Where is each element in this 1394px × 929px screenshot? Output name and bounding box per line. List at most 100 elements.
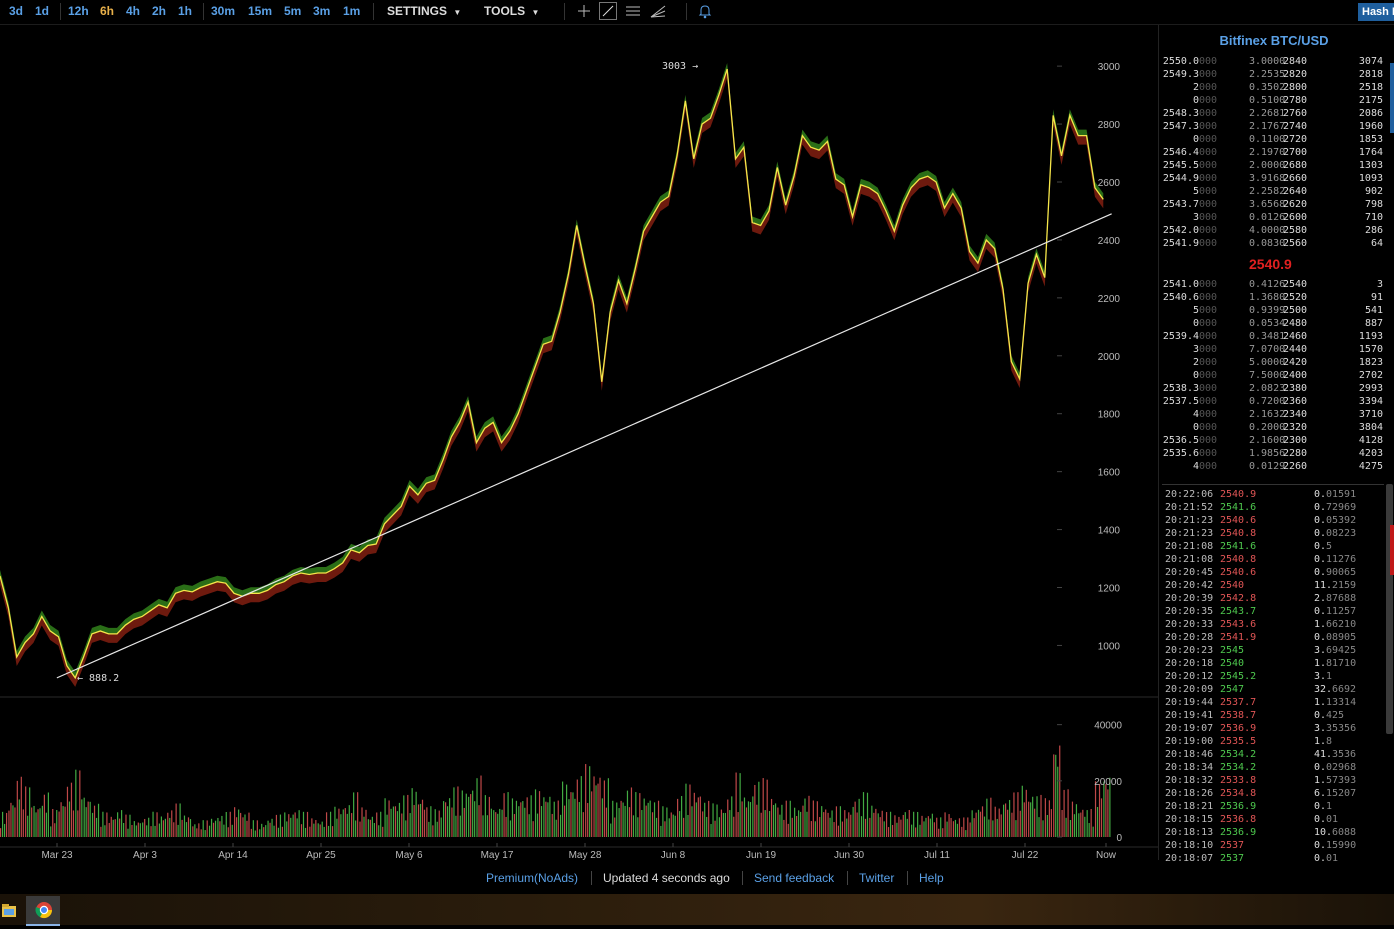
timeframe-1h[interactable]: 1h xyxy=(178,4,193,18)
volume-bar xyxy=(279,814,282,837)
trendline xyxy=(56,213,1112,679)
timeframe-1d[interactable]: 1d xyxy=(35,4,50,18)
volume-bar xyxy=(612,800,614,837)
timeframe-6h[interactable]: 6h xyxy=(100,4,115,18)
tools-menu[interactable]: TOOLS ▼ xyxy=(484,4,539,18)
trade-amount-int: 0. xyxy=(1314,554,1327,565)
volume-bar xyxy=(348,805,350,837)
trendline-group[interactable] xyxy=(56,213,1112,679)
orderbook-level-price: 2740 xyxy=(1283,121,1308,132)
trade-time: 20:19:07 xyxy=(1165,723,1214,734)
volume-bar xyxy=(925,817,927,837)
timeframe-15m[interactable]: 15m xyxy=(248,4,273,18)
footer-divider xyxy=(847,871,848,885)
trade-amount-frac: 66210 xyxy=(1326,619,1357,630)
volume-bar xyxy=(702,811,704,837)
trade-amount-int: 41. xyxy=(1314,749,1333,760)
trade-amount-int: 1. xyxy=(1314,736,1327,747)
orderbook-price: 0 xyxy=(1192,422,1199,433)
timeframe-5m[interactable]: 5m xyxy=(284,4,302,18)
orderbook-level-price: 2780 xyxy=(1283,95,1308,106)
volume-bar xyxy=(624,805,626,837)
price-chart[interactable]: 1000 1200 1400 1600 1800 2000 2200 2400 2600 2800… xyxy=(0,25,1158,861)
volume-bar xyxy=(998,808,1000,837)
hash-rate-button[interactable]: Hash R xyxy=(1358,3,1394,21)
volume-bar xyxy=(614,817,616,837)
orderbook-row: 0 000 0.5100 2780 2175 xyxy=(1159,95,1389,108)
orderbook-cumulative: 2702 xyxy=(1358,370,1383,381)
volume-bar xyxy=(808,795,810,837)
orderbook-row: 2545.5 000 2.0000 2680 1303 xyxy=(1159,160,1389,173)
orderbook-row: 0 000 7.5000 2400 2702 xyxy=(1159,370,1389,383)
volume-bar xyxy=(154,825,156,837)
volume-bar xyxy=(413,805,415,837)
volume-bar xyxy=(1053,754,1055,837)
orderbook-level-price: 2600 xyxy=(1283,212,1308,223)
volume-bar xyxy=(221,815,223,837)
trade-price: 2538.7 xyxy=(1220,710,1257,721)
volume-bar xyxy=(547,802,549,837)
volume-bar xyxy=(353,792,355,837)
volume-bar xyxy=(1008,799,1011,837)
volume-bar xyxy=(380,811,382,837)
orderbook-row: 2544.9 000 3.9168 2660 1093 xyxy=(1159,173,1389,186)
timeframe-12h[interactable]: 12h xyxy=(68,4,89,18)
volume-bar xyxy=(607,778,609,837)
price-tick-label: 1400 xyxy=(1098,526,1121,537)
time-tick-label: Apr 25 xyxy=(306,850,336,861)
orderbook-price-decimals: 000 xyxy=(1199,69,1218,80)
fan-icon[interactable] xyxy=(649,2,667,20)
orderbook-cumulative: 2818 xyxy=(1358,69,1383,80)
orderbook-row: 2537.5 000 0.7200 2360 3394 xyxy=(1159,396,1389,409)
help-link[interactable]: Help xyxy=(919,871,944,885)
volume-bar xyxy=(975,812,977,837)
bell-icon[interactable] xyxy=(696,2,714,20)
volume-bar xyxy=(369,819,371,837)
timeframe-2h[interactable]: 2h xyxy=(152,4,167,18)
orderbook-amount: 5.0000 xyxy=(1249,357,1286,368)
volume-bar xyxy=(117,812,119,837)
timeframe-3m[interactable]: 3m xyxy=(313,4,331,18)
twitter-link[interactable]: Twitter xyxy=(859,871,895,885)
orderbook-row: 5 000 0.9399 2500 541 xyxy=(1159,305,1389,318)
volume-bar xyxy=(415,791,417,837)
volume-bar xyxy=(14,807,16,837)
volume-bar xyxy=(119,818,121,837)
volume-bar xyxy=(923,821,925,837)
volume-bar xyxy=(601,798,603,837)
price-tick-label: 2400 xyxy=(1098,236,1121,247)
timeframe-30m[interactable]: 30m xyxy=(211,4,236,18)
orderbook-row: 4 000 0.0129 2260 4275 xyxy=(1159,461,1389,474)
volume-bar xyxy=(499,808,501,837)
timeframe-4h[interactable]: 4h xyxy=(126,4,141,18)
volume-bars xyxy=(0,745,1111,837)
volume-bar xyxy=(12,805,14,837)
timeframe-3d[interactable]: 3d xyxy=(9,4,24,18)
volume-bar xyxy=(1011,812,1013,837)
premium-link[interactable]: Premium(NoAds) xyxy=(486,871,579,885)
volume-bar xyxy=(344,808,346,837)
volume-bar xyxy=(25,786,27,837)
settings-menu[interactable]: SETTINGS ▼ xyxy=(387,4,461,18)
trendline-icon[interactable] xyxy=(599,2,617,20)
timeframe-1m[interactable]: 1m xyxy=(343,4,361,18)
file-explorer-icon[interactable] xyxy=(0,896,34,924)
volume-bar xyxy=(1088,823,1090,837)
send-feedback-link[interactable]: Send feedback xyxy=(754,871,835,885)
volume-bar xyxy=(121,810,123,837)
volume-bar xyxy=(1098,783,1101,837)
orderbook-amount: 0.5100 xyxy=(1249,95,1286,106)
volume-bar xyxy=(476,778,478,837)
chrome-icon[interactable] xyxy=(26,896,60,926)
trade-price: 2541.9 xyxy=(1220,632,1257,643)
trade-amount-frac: 11276 xyxy=(1326,554,1357,565)
volume-bar xyxy=(574,798,576,837)
orderbook-row: 2547.3 000 2.1767 2740 1960 xyxy=(1159,121,1389,134)
horizontal-lines-icon[interactable] xyxy=(624,2,642,20)
volume-bar xyxy=(20,776,22,837)
volume-bar xyxy=(323,826,325,837)
crosshair-icon[interactable] xyxy=(575,2,593,20)
trades-scrollbar[interactable] xyxy=(1386,484,1393,734)
orderbook-price-decimals: 000 xyxy=(1199,160,1218,171)
trade-row: 20:20:23 2545 3. 69425 xyxy=(1165,645,1394,658)
